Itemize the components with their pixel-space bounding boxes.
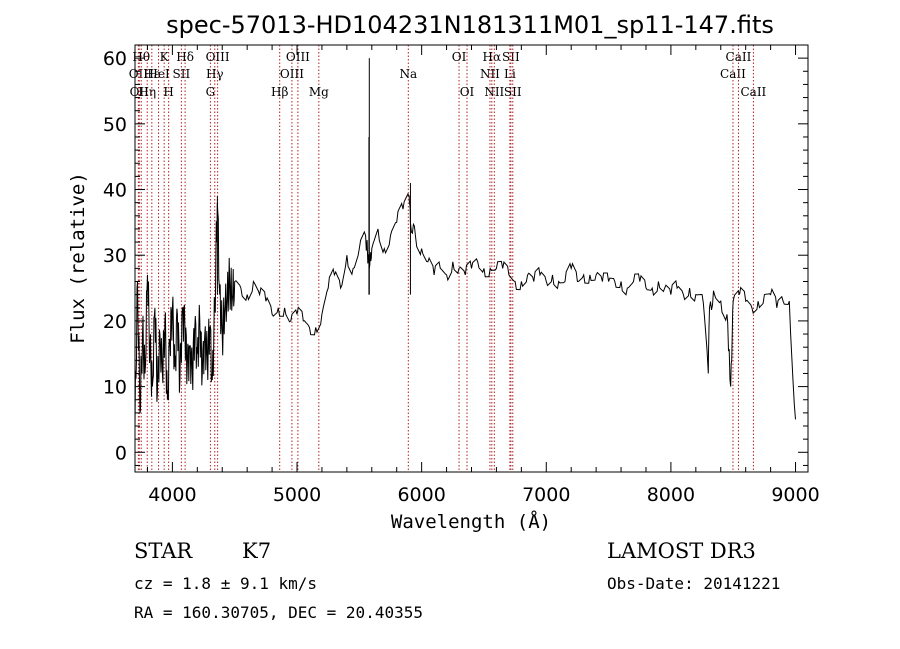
x-axis-label: Wavelength (Å) [391, 510, 551, 533]
spectral-line-label-15: OIII [286, 50, 310, 64]
y-axis-label: Flux (relative) [67, 172, 89, 344]
x-tick-label-1: 5000 [273, 484, 321, 506]
spectral-line-label-4: Hε [143, 67, 160, 81]
y-tick-label-6: 60 [103, 48, 127, 70]
y-tick-label-2: 20 [103, 311, 127, 333]
spectral-line-label-17: Na [399, 67, 417, 81]
spectral-line-label-18: OI [452, 50, 467, 64]
spectral-line-label-1: OII [130, 85, 150, 99]
spectral-line-label-24: SII [502, 50, 520, 64]
x-tick-label-4: 8000 [647, 484, 695, 506]
spectral-line-label-3: Hη [138, 85, 156, 99]
spectral-line-label-21: Hα [483, 50, 502, 64]
y-tick-label-3: 30 [103, 245, 127, 267]
spectral-line-label-14: OIII [280, 67, 304, 81]
spectral-line-label-19: OI [460, 85, 475, 99]
spectral-line-label-23: Li [504, 67, 516, 81]
spectral-line-label-13: Hβ [271, 85, 288, 99]
object-class: STAR [134, 539, 193, 563]
spectral-line-label-7: H [163, 85, 173, 99]
spectral-line-label-12: OIII [206, 50, 230, 64]
object-subclass: K7 [242, 539, 272, 563]
redshift-cz: cz = 1.8 ± 9.1 km/s [134, 574, 318, 593]
x-tick-label-3: 7000 [522, 484, 570, 506]
spectral-line-label-25: SII [504, 85, 522, 99]
spectral-line-label-10: G [206, 85, 216, 99]
x-tick-label-5: 9000 [771, 484, 819, 506]
spectral-line-label-2: Hθ [132, 50, 150, 64]
axes: 4000 5000 6000 7000 8000 9000 0 10 20 30 40 50 60 [103, 44, 820, 506]
y-tick-label-4: 40 [103, 180, 127, 202]
flux-line-0 [134, 192, 796, 427]
chart-title: spec-57013-HD104231N181311M01_sp11-147.f… [166, 11, 774, 39]
spectral-line-label-8: SII [173, 67, 191, 81]
ra-dec: RA = 160.30705, DEC = 20.40355 [134, 603, 423, 622]
y-tick-label-1: 10 [103, 377, 127, 399]
spectral-line-label-9: Hδ [176, 50, 194, 64]
spectral-line-markers: OIIOIIHθHηHεHeIKHSIIHδGHγOIIIHβOIIIOIIIM… [129, 45, 767, 472]
x-tick-label-0: 4000 [148, 484, 196, 506]
y-tick-label-0: 0 [115, 442, 127, 464]
obs-date: Obs-Date: 20141221 [607, 574, 781, 593]
spectral-line-label-16: Mg [309, 85, 329, 99]
spectrum-chart: spec-57013-HD104231N181311M01_sp11-147.f… [67, 11, 820, 533]
spectral-line-label-0: OII [129, 67, 149, 81]
spectral-line-label-6: K [160, 50, 170, 64]
spectral-line-label-11: Hγ [206, 67, 224, 81]
spectral-line-label-27: CaII [726, 50, 752, 64]
spectrum-series [134, 58, 796, 427]
spectral-line-label-28: CaII [740, 85, 766, 99]
spectral-line-label-5: HeI [147, 67, 170, 81]
spectral-line-label-20: NII [480, 67, 500, 81]
x-tick-label-2: 6000 [397, 484, 445, 506]
spectral-line-label-22: NII [484, 85, 504, 99]
survey-name: LAMOST DR3 [607, 539, 756, 563]
plot-frame [134, 44, 809, 473]
spectral-line-label-26: CaII [720, 67, 746, 81]
y-tick-label-5: 50 [103, 114, 127, 136]
